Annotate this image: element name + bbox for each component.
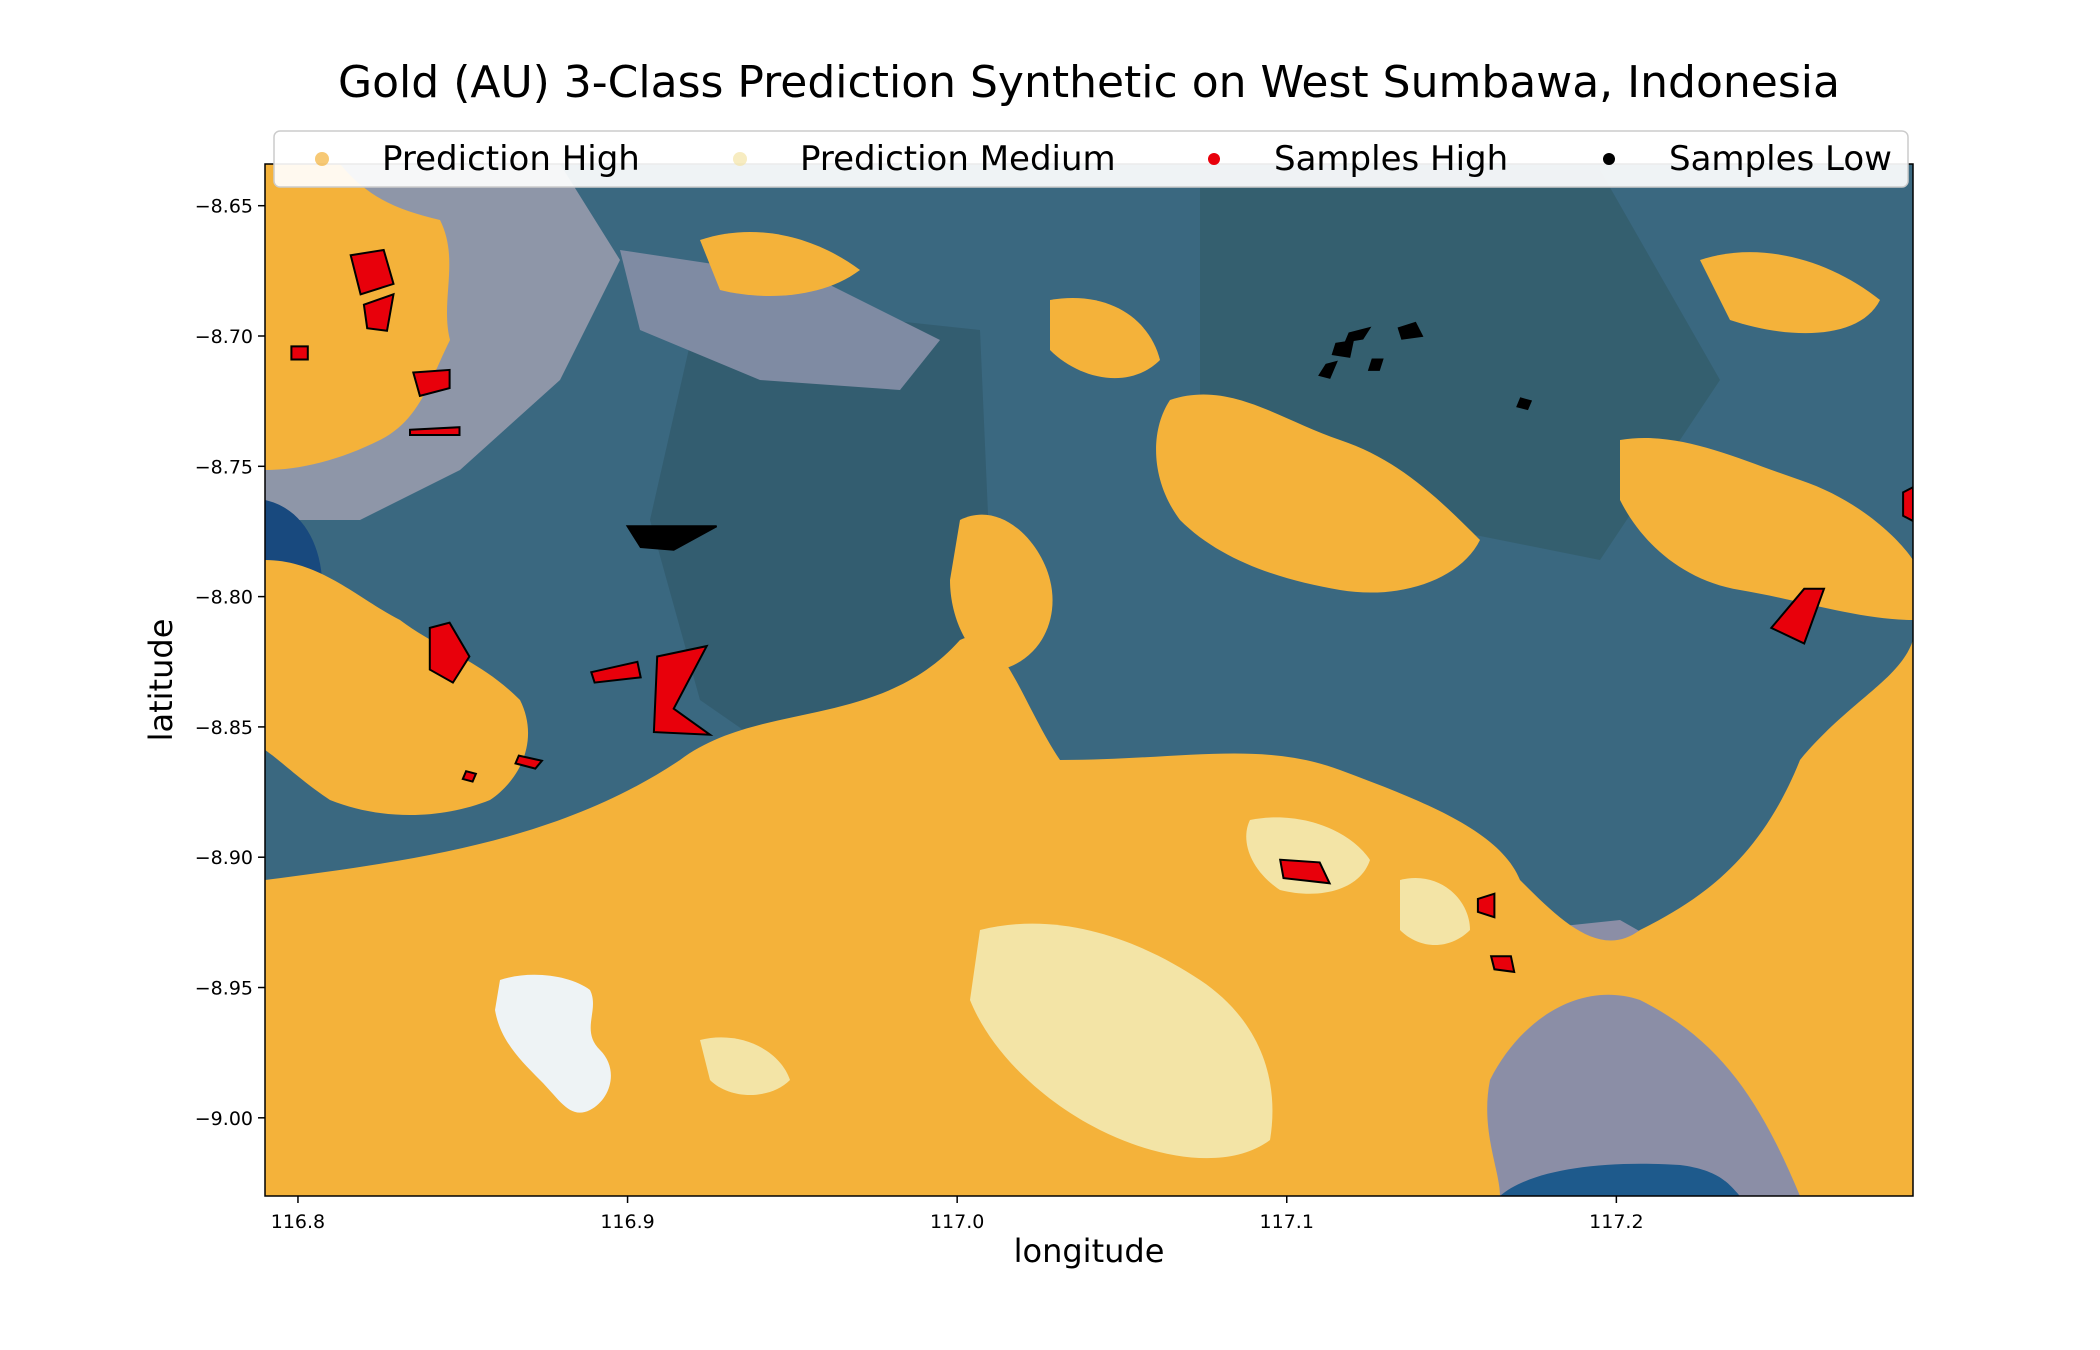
y-axis-label: latitude [142,619,180,742]
x-tick-label: 117.1 [1260,1211,1314,1233]
sample-high-polygon [428,621,471,684]
chart-title: Gold (AU) 3-Class Prediction Synthetic o… [338,57,1840,108]
x-tick-label: 116.9 [600,1211,654,1233]
y-tick-label: −8.75 [195,456,253,478]
y-tick-label: −8.90 [195,847,253,869]
sample-high-polygon [362,292,395,332]
sample-high-polygon [1476,892,1496,919]
river-valley [620,250,940,390]
legend-marker [1603,153,1615,165]
sea-coast-south [1500,1163,1740,1196]
legend-box [273,130,1909,188]
y-tick-label: −8.70 [195,326,253,348]
sample-high-polygon [409,426,461,436]
legend: Prediction High Prediction Medium Samples … [273,130,1909,188]
legend-marker [315,152,329,166]
sample-high-polygon [412,368,451,398]
sample-high-polygon [514,754,544,770]
sample-high-polygon [290,345,309,361]
x-tick-label: 117.2 [1589,1211,1643,1233]
sample-low-polygon [1344,326,1372,343]
sample-low-polygon [1367,358,1384,371]
sample-low-polygon [625,525,718,551]
sample-high-polygon [590,660,642,684]
sample-high-polygon [1489,955,1516,974]
y-tick-label: −8.80 [195,587,253,609]
y-tick-label: −8.95 [195,978,253,1000]
x-tick-label: 116.8 [271,1211,325,1233]
map-plot-area [265,164,1913,1196]
y-axis-ticks: −8.65 −8.70 −8.75 −8.80 −8.85 −8.90 −8.95 −9.00 [195,196,265,1130]
white-patch [495,974,611,1113]
x-tick-label: 117.0 [930,1211,984,1233]
legend-label: Prediction High [382,139,640,179]
y-tick-label: −9.00 [195,1108,253,1130]
legend-label: Prediction Medium [800,139,1116,179]
sample-high-polygon [652,644,714,736]
sample-low-polygon [1318,360,1338,379]
sample-high-polygon [1278,858,1332,885]
legend-label: Samples High [1274,139,1508,179]
sample-low-polygon [1516,397,1533,411]
sample-high-polygon [1902,486,1913,523]
y-tick-label: −8.65 [195,196,253,218]
sample-polygons [290,248,1913,974]
sample-high-polygon [461,770,478,783]
sample-low-polygon [1397,321,1424,340]
x-axis-ticks: 116.8 116.9 117.0 117.1 117.2 [271,1196,1644,1233]
x-axis-label: longitude [1014,1232,1165,1270]
legend-marker [1208,153,1220,165]
sample-high-polygon [349,248,395,296]
sample-high-polygon [1769,587,1826,645]
prediction-medium-areas [700,817,1470,1159]
prediction-high-areas [265,164,1913,1196]
legend-label: Samples Low [1669,139,1892,179]
forest-highland [650,300,990,790]
y-tick-label: −8.85 [195,717,253,739]
legend-marker [733,152,747,166]
sample-low-polygon [1331,339,1354,358]
